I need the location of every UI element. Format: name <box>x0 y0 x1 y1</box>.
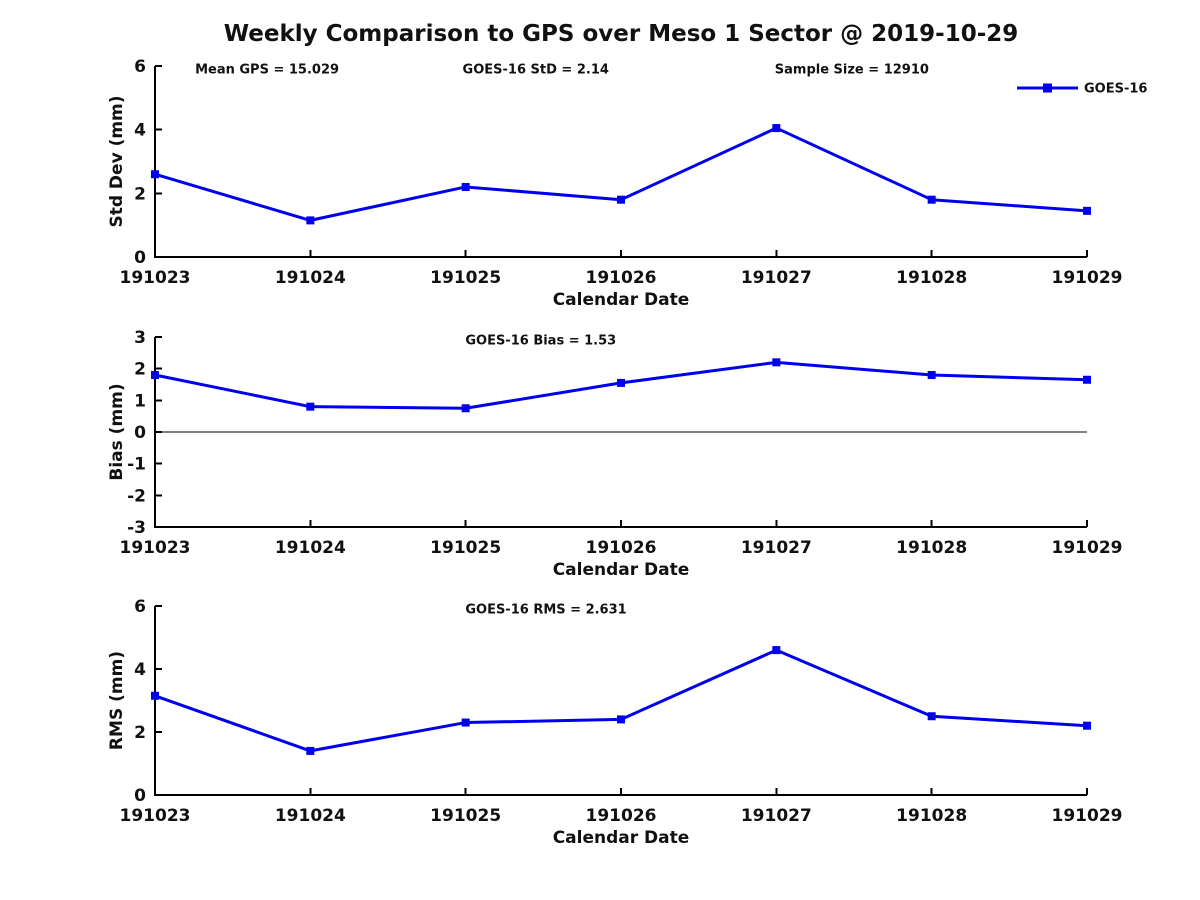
x-tick-label: 191024 <box>275 806 346 826</box>
legend-label: GOES-16 <box>1084 82 1147 97</box>
x-tick-label: 191026 <box>586 268 657 288</box>
y-tick-label: 4 <box>134 121 146 141</box>
y-tick-label: 2 <box>134 360 146 380</box>
data-point-marker <box>617 195 625 204</box>
annotation-text: GOES-16 RMS = 2.631 <box>465 603 626 618</box>
x-tick-label: 191029 <box>1052 806 1123 826</box>
y-tick-label: 2 <box>134 184 146 204</box>
x-axis-label: Calendar Date <box>553 828 690 848</box>
x-tick-label: 191026 <box>586 806 657 826</box>
figure-title: Weekly Comparison to GPS over Meso 1 Sec… <box>223 21 1019 47</box>
y-tick-label: -3 <box>127 518 146 538</box>
x-tick-label: 191025 <box>430 538 501 558</box>
data-point-marker <box>306 402 315 411</box>
subplot-2: -3 -2 -1 0 1 2 3 191023 191024 191025 191026 191027… <box>107 328 1123 580</box>
data-point-marker <box>772 358 781 367</box>
data-point-marker <box>151 170 159 179</box>
x-tick-label: 191025 <box>430 268 501 288</box>
x-tick-label: 191024 <box>275 538 346 558</box>
y-tick-label: -2 <box>127 486 146 506</box>
x-tick-label: 191029 <box>1052 538 1123 558</box>
data-point-marker <box>617 715 625 724</box>
x-axis-label: Calendar Date <box>553 560 690 580</box>
x-tick-label: 191024 <box>275 268 346 288</box>
data-line <box>154 648 1088 753</box>
axis-lines <box>154 66 1087 258</box>
y-tick-label: 0 <box>134 248 146 268</box>
y-tick-label: 2 <box>134 723 146 743</box>
data-point-marker <box>927 195 936 204</box>
y-axis-label: Bias (mm) <box>107 383 127 480</box>
legend: GOES-16 <box>1017 82 1147 97</box>
data-point-marker <box>461 182 470 191</box>
legend-marker-sample <box>1043 83 1052 93</box>
data-point-marker <box>461 718 470 727</box>
x-tick-label: 191027 <box>741 268 812 288</box>
x-tick-label: 191029 <box>1052 268 1123 288</box>
y-tick-label: 3 <box>134 328 146 348</box>
subplot-3: 0 2 4 6 191023 191024 191025 191026 191027 191028… <box>107 597 1123 848</box>
data-point-marker <box>306 216 315 225</box>
x-tick-label: 191027 <box>741 538 812 558</box>
axis-lines <box>154 606 1087 796</box>
data-line <box>154 126 1088 222</box>
annotation-text: Sample Size = 12910 <box>775 63 929 78</box>
data-point-marker <box>1083 206 1091 215</box>
x-tick-label: 191025 <box>430 806 501 826</box>
x-tick-label: 191023 <box>120 538 191 558</box>
data-point-marker <box>151 371 159 379</box>
data-point-marker <box>1083 721 1091 730</box>
subplot-1: 0 2 4 6 191023 191024 191025 191026 191027 191028… <box>107 57 1148 310</box>
y-tick-label: -1 <box>127 455 146 475</box>
x-tick-label: 191026 <box>586 538 657 558</box>
annotation-text: GOES-16 StD = 2.14 <box>463 63 609 78</box>
y-tick-label: 4 <box>134 660 146 680</box>
y-tick-label: 6 <box>134 597 146 617</box>
x-axis-label: Calendar Date <box>553 290 690 310</box>
x-tick-label: 191023 <box>120 806 191 826</box>
x-tick-label: 191028 <box>896 268 967 288</box>
y-tick-label: 1 <box>134 391 146 411</box>
data-point-marker <box>927 712 936 721</box>
data-point-marker <box>306 746 315 755</box>
y-axis-label: RMS (mm) <box>107 651 127 750</box>
data-point-marker <box>151 691 159 700</box>
annotation-text: Mean GPS = 15.029 <box>195 63 339 78</box>
data-point-marker <box>617 378 625 387</box>
data-point-marker <box>1083 375 1091 384</box>
x-tick-label: 191027 <box>741 806 812 826</box>
data-point-marker <box>461 404 470 413</box>
y-tick-label: 6 <box>134 57 146 77</box>
x-tick-label: 191028 <box>896 538 967 558</box>
y-axis-label: Std Dev (mm) <box>107 95 127 227</box>
data-point-marker <box>772 124 781 133</box>
x-tick-label: 191028 <box>896 806 967 826</box>
data-point-marker <box>772 646 781 655</box>
y-tick-label: 0 <box>134 423 146 443</box>
x-tick-label: 191023 <box>120 268 191 288</box>
y-tick-label: 0 <box>134 786 146 806</box>
data-point-marker <box>927 371 936 379</box>
annotation-text: GOES-16 Bias = 1.53 <box>465 334 616 349</box>
